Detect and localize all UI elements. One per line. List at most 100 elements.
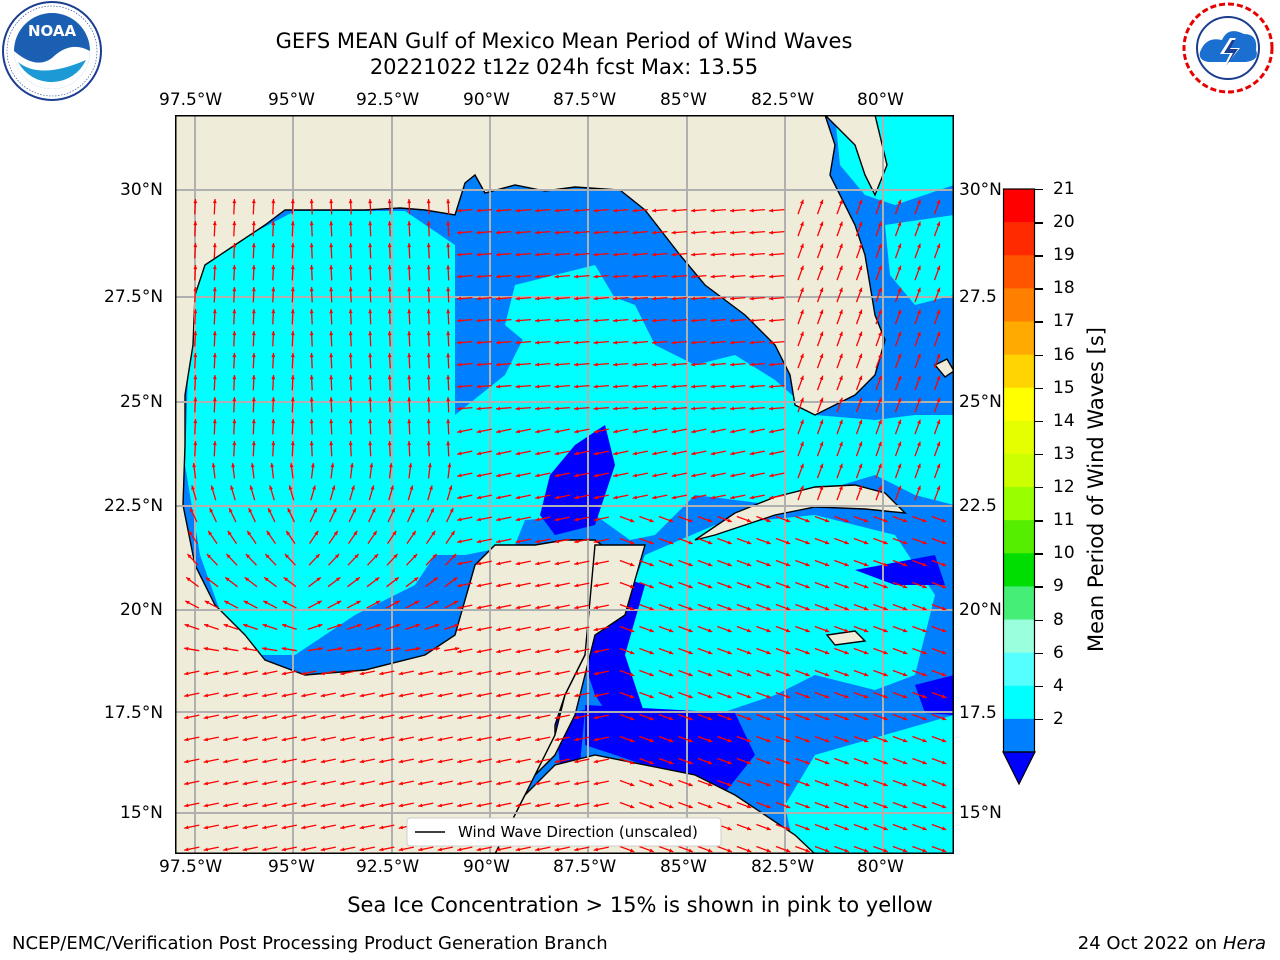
wind-arrow-head [746,738,752,743]
wind-arrow-head [805,848,810,853]
wind-arrow-head [691,362,696,367]
wind-arrow-head [858,441,863,447]
wind-arrow-head [407,243,412,248]
colorbar-tick-mark [1035,255,1043,257]
wind-arrow-head [554,627,560,632]
wind-arrow-head [379,781,384,786]
wind-arrow-head [730,495,735,500]
wind-arrow-head [769,296,774,301]
wind-arrow-head [271,375,276,380]
wind-arrow-head [496,583,501,588]
wind-arrow-head [844,782,849,787]
wind-arrow-head [593,671,599,676]
wind-arrow-head [340,781,345,786]
wind-arrow-head [629,782,635,787]
wind-arrow-head [496,627,501,632]
wind-arrow-head [320,781,326,786]
wind-arrow-head [457,473,462,478]
wind-arrow-head [496,737,501,742]
wind-arrow-head [858,397,863,403]
colorbar-tick-mark [1035,619,1043,621]
wind-arrow-head [426,265,431,270]
wind-arrow-head [251,243,256,248]
wind-arrow-head [243,600,249,605]
wind-arrow-head [707,562,713,567]
wind-arrow-head [819,309,824,315]
wind-arrow-head [730,451,735,456]
wind-arrow-head [574,230,579,235]
wind-arrow-head [863,672,869,677]
wind-arrow-head [193,375,198,380]
wind-arrow-head [446,243,451,248]
wind-arrow-head [231,463,236,468]
wind-arrow-head [288,485,293,490]
wind-arrow-head [805,628,810,633]
wind-arrow-head [613,208,618,213]
wind-arrow-head [922,518,927,523]
wind-arrow-head [446,441,451,446]
wind-arrow-head [574,296,579,301]
wind-arrow-head [632,252,637,257]
wind-arrow-head [858,243,863,249]
wind-arrow-head [496,252,501,257]
wind-arrow-head [248,508,253,513]
wind-arrow-head [554,230,559,235]
wind-arrow-head [515,737,521,742]
wind-arrow-head [897,287,902,293]
wind-arrow-head [212,309,217,314]
wind-arrow-head [749,362,754,367]
wind-arrow-head [863,804,869,809]
wind-arrow-head [785,628,791,633]
wind-arrow-head [283,577,289,582]
wind-arrow-head [332,508,337,513]
wind-arrow-head [883,848,888,853]
wind-arrow-head [883,760,888,765]
wind-arrow-head [727,782,732,787]
wind-arrow-head [476,539,482,544]
wind-arrow-head [290,221,295,226]
wind-arrow-head [749,451,755,456]
wind-arrow-head [800,265,804,271]
wind-arrow-head [902,628,908,633]
wind-arrow-head [535,627,540,632]
wind-arrow-head [574,517,579,522]
wind-arrow-head [824,804,830,809]
wind-arrow-head [187,554,192,559]
wind-arrow-head [407,221,412,226]
lat-label-right: 30°N [959,180,1002,200]
wind-arrow-head [652,429,657,434]
wind-arrow-head [554,671,560,676]
wind-arrow-head [407,419,412,424]
wind-arrow-head [535,451,540,456]
wind-arrow-head [652,252,657,257]
colorbar-tick-mark [1035,288,1043,290]
wind-arrow-head [652,274,657,279]
wind-arrow-head [554,384,559,389]
wind-arrow-head [941,584,947,589]
wind-arrow-head [691,340,696,345]
wind-arrow-head [223,759,228,764]
wind-arrow-head [941,782,947,787]
colorbar-tick-mark [1035,420,1043,423]
wind-arrow-head [730,318,735,323]
wind-arrow-head [309,419,314,424]
wind-arrow-head [883,804,888,809]
legend-label: Wind Wave Direction (unscaled) [458,823,698,841]
wind-arrow-head [668,540,674,545]
wind-arrow-head [649,782,654,787]
colorbar-canvas [1002,188,1036,786]
lon-label-bottom: 82.5°W [751,857,815,877]
wind-arrow-head [290,265,295,270]
wind-arrow-head [309,397,314,402]
wind-arrow-head [593,649,599,654]
wind-arrow-head [688,804,693,809]
wind-arrow-head [387,199,392,204]
wind-arrow-head [652,473,657,478]
wind-arrow-head [309,353,314,358]
wind-arrow-head [282,623,287,628]
wind-arrow-head [452,577,458,582]
wind-arrow-head [766,650,771,655]
wind-arrow-head [554,737,560,742]
wind-arrow-head [863,606,869,611]
wind-arrow-head [446,309,451,314]
